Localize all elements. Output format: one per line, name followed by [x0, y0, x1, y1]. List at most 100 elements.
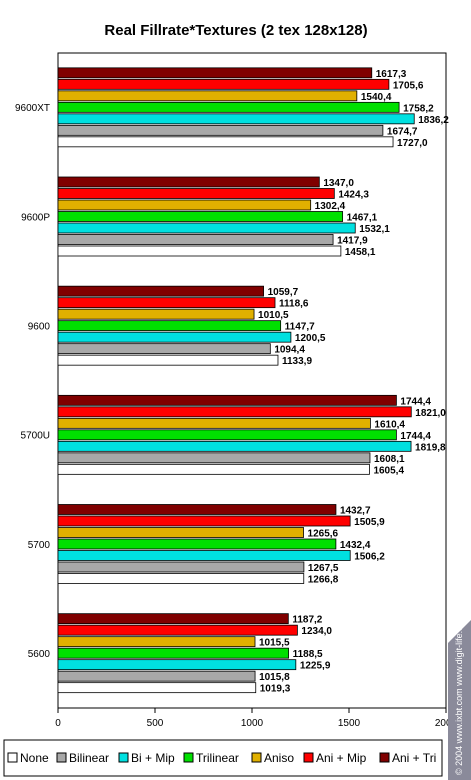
bar — [57, 136, 394, 148]
plot-area — [57, 52, 447, 709]
category-labels-group: 9600XT 9600P 9600 5700U 5700 5600 — [15, 103, 50, 660]
data-label: 1727,0 — [397, 138, 428, 149]
chart-title: Real Fillrate*Textures (2 tex 128x128) — [104, 22, 367, 39]
bar — [57, 285, 264, 297]
category-label: 5700 — [28, 540, 51, 551]
legend-label: Aniso — [264, 751, 294, 765]
x-tick-label: 0 — [55, 718, 61, 729]
bar — [57, 113, 415, 125]
legend-label: Trilinear — [196, 751, 239, 765]
legend-label: Ani + Mip — [316, 751, 367, 765]
data-label: 1019,3 — [260, 684, 291, 695]
bar — [57, 561, 305, 573]
category-label: 9600P — [21, 212, 50, 223]
bar — [57, 527, 304, 538]
x-tick-label: 2000 — [435, 718, 458, 729]
data-label: 1347,0 — [323, 178, 354, 189]
bar — [57, 573, 305, 584]
legend-swatch — [118, 752, 129, 763]
data-label: 1225,9 — [300, 661, 331, 672]
bar — [57, 320, 282, 332]
data-label: 1267,5 — [308, 563, 339, 574]
data-label: 1674,7 — [387, 126, 418, 137]
legend-box — [3, 739, 443, 777]
data-label: 1266,8 — [308, 575, 339, 586]
bar — [57, 624, 298, 636]
watermark-text: © 2004 www.ixbt.com www.digit-life.com — [454, 614, 464, 775]
bar — [57, 647, 289, 659]
bar — [57, 101, 400, 113]
bar — [57, 670, 256, 682]
bar — [57, 515, 351, 527]
data-label: 1608,1 — [374, 454, 405, 465]
bar — [57, 429, 397, 441]
category-label: 5700U — [21, 431, 50, 442]
bar — [57, 331, 292, 343]
bars-group — [57, 67, 415, 694]
data-label: 1200,5 — [295, 333, 326, 344]
bar — [57, 659, 297, 671]
data-label: 1610,4 — [374, 419, 405, 430]
legend-swatch — [379, 752, 390, 763]
data-label: 1010,5 — [258, 310, 289, 321]
data-label: 1836,2 — [418, 115, 449, 126]
bar — [57, 78, 390, 90]
data-label: 1605,4 — [373, 465, 404, 476]
data-label: 1015,8 — [259, 672, 290, 683]
bar — [57, 245, 342, 257]
data-label: 1744,4 — [400, 396, 431, 407]
bar — [57, 234, 334, 245]
bar — [57, 504, 337, 515]
legend: None Bilinear Bi + Mip Trilinear Aniso Ani + … — [7, 751, 436, 765]
bar — [57, 440, 412, 452]
bar — [57, 124, 384, 136]
data-label: 1133,9 — [282, 356, 312, 367]
x-tick-label: 1500 — [338, 718, 361, 729]
data-label: 1147,7 — [285, 322, 315, 333]
legend-swatch — [56, 752, 67, 763]
bar — [57, 188, 335, 199]
data-label: 1617,3 — [376, 69, 407, 80]
bar — [57, 211, 344, 222]
bar — [57, 613, 289, 625]
legend-label: Bi + Mip — [131, 751, 175, 765]
bar — [57, 406, 412, 418]
data-label: 1118,6 — [279, 299, 309, 310]
bar — [57, 394, 397, 406]
data-label: 1506,2 — [354, 552, 385, 563]
legend-label: Bilinear — [69, 751, 109, 765]
bar — [57, 67, 373, 79]
data-label: 1532,1 — [359, 224, 390, 235]
data-label: 1821,0 — [415, 408, 446, 419]
category-label: 5600 — [28, 649, 51, 660]
category-label: 9600XT — [15, 103, 50, 114]
data-label: 1744,4 — [400, 431, 431, 442]
data-label: 1540,4 — [361, 92, 392, 103]
x-tick-label: 500 — [147, 718, 164, 729]
data-label: 1432,4 — [340, 540, 371, 551]
data-label: 1188,5 — [293, 649, 323, 660]
x-ticks-group: 0 500 1000 1500 2000 — [55, 708, 458, 729]
data-label: 1234,0 — [301, 626, 332, 637]
bar — [57, 550, 351, 561]
legend-label: Ani + Tri — [392, 751, 436, 765]
bar — [57, 199, 312, 211]
data-label: 1187,2 — [292, 615, 322, 626]
bar — [57, 343, 271, 355]
x-tick-label: 1000 — [241, 718, 264, 729]
category-label: 9600 — [28, 321, 51, 332]
bar — [57, 297, 276, 309]
bar — [57, 176, 320, 188]
bar — [57, 308, 255, 320]
data-label: 1265,6 — [308, 529, 339, 540]
data-label: 1505,9 — [354, 517, 385, 528]
data-label: 1302,4 — [315, 201, 346, 212]
data-label: 1458,1 — [345, 247, 376, 258]
data-label: 1059,7 — [268, 287, 299, 298]
data-label: 1015,5 — [259, 638, 290, 649]
watermark-bg — [448, 620, 471, 780]
data-label: 1432,7 — [340, 506, 371, 517]
data-label: 1417,9 — [337, 236, 368, 247]
bar — [57, 682, 257, 694]
